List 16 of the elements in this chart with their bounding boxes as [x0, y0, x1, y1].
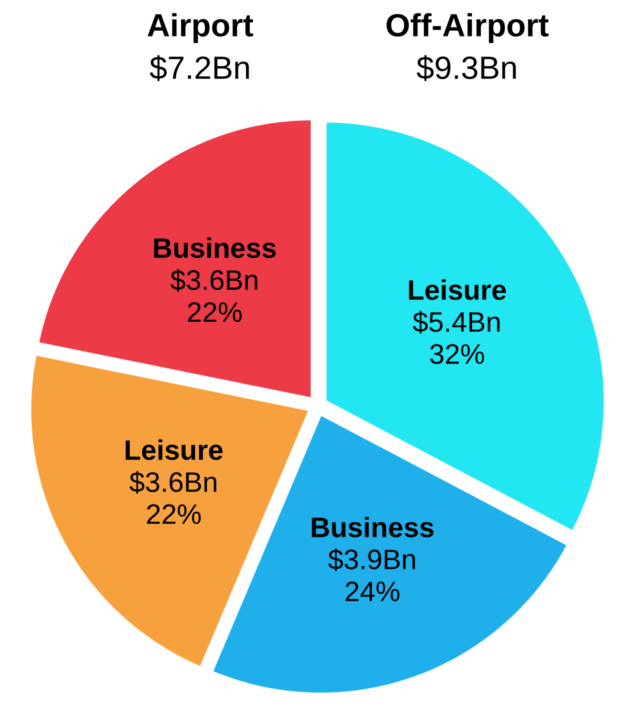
text: 22% — [188, 302, 242, 322]
slice-label: Leisure — [408, 279, 506, 300]
text: 22% — [146, 504, 201, 524]
text: 32% — [430, 344, 484, 364]
text: 24% — [346, 582, 400, 602]
text: Airport — [147, 13, 254, 43]
text: Off-Airport — [386, 13, 548, 43]
data-label: $3.6Bn — [170, 269, 258, 292]
data-label: $3.9Bn — [328, 548, 415, 572]
text: $9.3Bn — [416, 55, 516, 82]
data-label: $3.6Bn — [129, 471, 216, 494]
data-label: $5.4Bn — [412, 310, 500, 334]
slice-label: Leisure — [126, 439, 222, 460]
slice-label: Business — [312, 516, 434, 538]
slice-label: Business — [154, 237, 276, 258]
text: $7.2Bn — [150, 55, 249, 82]
